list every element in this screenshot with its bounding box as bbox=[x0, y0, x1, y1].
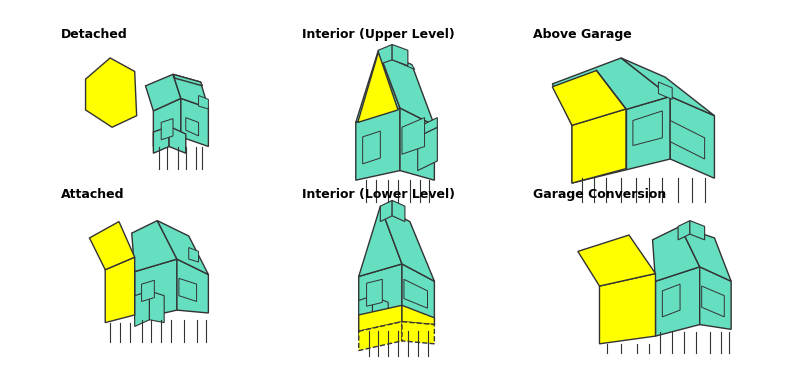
Polygon shape bbox=[173, 74, 202, 86]
Polygon shape bbox=[198, 95, 208, 109]
Polygon shape bbox=[700, 267, 731, 329]
Polygon shape bbox=[402, 264, 434, 324]
Polygon shape bbox=[154, 126, 169, 153]
Polygon shape bbox=[179, 278, 197, 302]
Polygon shape bbox=[378, 50, 434, 125]
Polygon shape bbox=[146, 74, 181, 111]
Polygon shape bbox=[106, 257, 134, 323]
Polygon shape bbox=[358, 322, 402, 350]
Polygon shape bbox=[134, 259, 177, 320]
Polygon shape bbox=[380, 201, 392, 222]
Text: Attached: Attached bbox=[61, 188, 125, 201]
Polygon shape bbox=[658, 82, 672, 99]
Text: Above Garage: Above Garage bbox=[533, 28, 631, 41]
Text: Garage Conversion: Garage Conversion bbox=[533, 188, 666, 201]
Polygon shape bbox=[380, 206, 434, 281]
Polygon shape bbox=[154, 98, 181, 147]
Polygon shape bbox=[162, 119, 173, 140]
Polygon shape bbox=[392, 201, 405, 222]
Polygon shape bbox=[378, 50, 414, 70]
Polygon shape bbox=[670, 121, 705, 159]
Polygon shape bbox=[655, 267, 700, 336]
Polygon shape bbox=[373, 296, 388, 334]
Polygon shape bbox=[552, 58, 670, 125]
Polygon shape bbox=[181, 98, 208, 147]
Polygon shape bbox=[169, 126, 186, 153]
Polygon shape bbox=[670, 97, 714, 178]
Polygon shape bbox=[400, 108, 434, 180]
Polygon shape bbox=[356, 108, 400, 180]
Polygon shape bbox=[599, 273, 655, 344]
Polygon shape bbox=[177, 259, 208, 313]
Polygon shape bbox=[621, 58, 714, 116]
Polygon shape bbox=[142, 280, 154, 302]
Polygon shape bbox=[572, 109, 626, 183]
Polygon shape bbox=[132, 221, 177, 272]
Polygon shape bbox=[173, 74, 208, 108]
Polygon shape bbox=[186, 118, 198, 136]
Polygon shape bbox=[362, 131, 380, 164]
Polygon shape bbox=[356, 50, 400, 122]
Polygon shape bbox=[572, 97, 670, 183]
Polygon shape bbox=[552, 70, 626, 125]
Polygon shape bbox=[358, 52, 398, 122]
Polygon shape bbox=[702, 286, 724, 317]
Polygon shape bbox=[134, 291, 150, 326]
Polygon shape bbox=[358, 206, 402, 276]
Polygon shape bbox=[378, 44, 392, 65]
Polygon shape bbox=[366, 279, 382, 306]
Polygon shape bbox=[90, 222, 134, 270]
Polygon shape bbox=[680, 226, 731, 281]
Polygon shape bbox=[653, 226, 700, 281]
Text: Interior (Upper Level): Interior (Upper Level) bbox=[302, 28, 454, 41]
Polygon shape bbox=[690, 221, 705, 240]
Polygon shape bbox=[678, 221, 690, 240]
Polygon shape bbox=[633, 111, 662, 145]
Text: Interior (Lower Level): Interior (Lower Level) bbox=[302, 188, 454, 201]
Polygon shape bbox=[418, 127, 438, 171]
Polygon shape bbox=[358, 296, 373, 337]
Polygon shape bbox=[418, 118, 438, 137]
Polygon shape bbox=[404, 279, 427, 308]
Polygon shape bbox=[662, 284, 680, 317]
Polygon shape bbox=[578, 235, 655, 286]
Polygon shape bbox=[86, 58, 137, 127]
Polygon shape bbox=[158, 221, 208, 275]
Polygon shape bbox=[402, 118, 425, 154]
Polygon shape bbox=[189, 248, 198, 262]
Polygon shape bbox=[358, 264, 402, 331]
Polygon shape bbox=[392, 44, 408, 65]
Polygon shape bbox=[150, 291, 164, 323]
Polygon shape bbox=[402, 305, 434, 324]
Polygon shape bbox=[402, 322, 434, 344]
Text: Detached: Detached bbox=[61, 28, 128, 41]
Polygon shape bbox=[358, 305, 402, 331]
